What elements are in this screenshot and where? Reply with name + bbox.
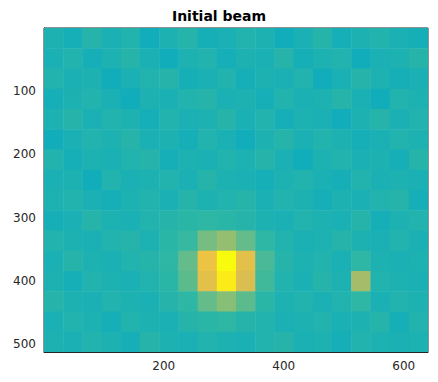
svg-text:200: 200 — [152, 359, 175, 373]
svg-text:600: 600 — [392, 359, 415, 373]
svg-text:200: 200 — [13, 147, 36, 161]
svg-text:400: 400 — [272, 359, 295, 373]
svg-text:300: 300 — [13, 211, 36, 225]
svg-text:100: 100 — [13, 84, 36, 98]
svg-text:400: 400 — [13, 274, 36, 288]
svg-text:500: 500 — [13, 337, 36, 351]
svg-text:Initial beam: Initial beam — [172, 8, 266, 24]
